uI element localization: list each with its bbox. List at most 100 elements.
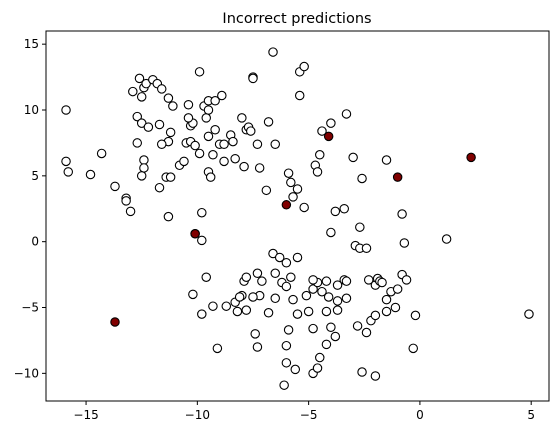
data-point (197, 309, 207, 319)
incorrect-prediction-point (281, 200, 292, 210)
data-point (268, 47, 278, 57)
data-point (281, 340, 292, 351)
data-point (292, 184, 303, 194)
data-point (63, 167, 74, 177)
data-point (188, 289, 198, 300)
data-point (61, 156, 71, 167)
data-points (61, 47, 534, 390)
data-point (219, 139, 229, 149)
data-point (125, 206, 136, 217)
data-point (252, 268, 263, 279)
data-point (221, 301, 232, 311)
data-point (165, 127, 176, 138)
data-point (61, 105, 71, 115)
data-point (357, 173, 367, 184)
data-point (321, 339, 332, 350)
data-point (321, 276, 332, 286)
x-tick-label: −15 (73, 408, 98, 422)
data-point (341, 293, 352, 304)
x-tick-label: −5 (300, 408, 318, 422)
data-point (228, 136, 238, 147)
data-point (210, 125, 220, 135)
data-point (283, 168, 294, 178)
data-point (315, 150, 325, 160)
data-point (330, 206, 341, 217)
data-point (208, 150, 218, 160)
chart-title: Incorrect predictions (222, 11, 371, 27)
data-point (370, 371, 381, 381)
data-point (399, 238, 410, 248)
data-point (341, 109, 352, 119)
data-point (136, 171, 147, 181)
data-point (301, 290, 312, 301)
data-point (168, 101, 178, 111)
data-point (194, 67, 205, 77)
data-point (134, 73, 145, 84)
y-tick-label: 15 (24, 37, 39, 51)
data-point (128, 86, 138, 97)
data-point (139, 163, 149, 173)
data-point (397, 209, 407, 219)
incorrect-prediction-point (466, 152, 476, 163)
data-point (357, 367, 367, 377)
data-point (326, 322, 336, 333)
data-point (197, 235, 207, 246)
data-point (303, 306, 314, 317)
data-point (179, 156, 189, 167)
data-point (290, 364, 301, 375)
data-point (163, 211, 174, 222)
data-point (254, 163, 265, 173)
data-point (212, 343, 223, 354)
data-point (410, 310, 421, 321)
data-point (408, 343, 418, 354)
data-point (352, 321, 363, 331)
data-point (163, 93, 174, 103)
data-point (339, 204, 349, 214)
data-point (281, 358, 292, 368)
data-point (234, 292, 245, 302)
data-point (136, 92, 147, 102)
data-point (261, 185, 272, 196)
y-tick-label: 10 (24, 103, 39, 117)
data-point (241, 272, 252, 282)
data-point (156, 139, 167, 149)
y-tick-label: 5 (31, 169, 39, 183)
data-point (248, 292, 258, 302)
data-point (390, 302, 401, 313)
data-point (197, 207, 207, 218)
incorrect-prediction-point (110, 317, 120, 327)
data-point (326, 227, 336, 238)
data-point (232, 306, 243, 317)
data-point (194, 148, 205, 159)
data-point (355, 222, 365, 232)
data-point (208, 301, 218, 311)
data-point (183, 99, 194, 110)
data-point (341, 276, 352, 286)
data-point (110, 181, 120, 192)
data-point (201, 272, 211, 282)
data-point (250, 329, 260, 339)
data-point (203, 105, 214, 115)
data-point (292, 309, 303, 319)
data-point (377, 277, 387, 288)
data-point (381, 306, 392, 317)
data-point (361, 243, 372, 254)
data-point (441, 234, 452, 244)
data-point (308, 323, 318, 334)
data-point (219, 156, 229, 167)
data-point (237, 113, 247, 123)
data-point (286, 272, 296, 282)
data-point (241, 305, 252, 315)
data-point (381, 155, 392, 165)
data-point (299, 61, 309, 72)
data-point (326, 118, 336, 128)
data-point (317, 286, 327, 297)
incorrect-prediction-point (392, 172, 403, 182)
data-point (252, 139, 263, 149)
data-point (96, 148, 107, 159)
data-point (299, 202, 309, 213)
data-point (288, 294, 298, 305)
x-tick-label: −10 (185, 408, 210, 422)
y-tick-label: −5 (21, 301, 39, 315)
data-point (274, 252, 285, 263)
